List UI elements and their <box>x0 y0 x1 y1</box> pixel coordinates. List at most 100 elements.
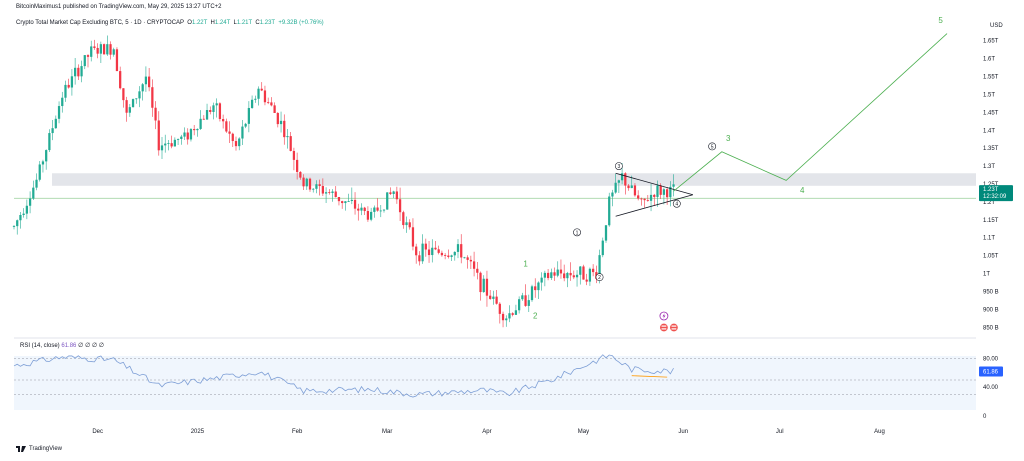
rsi-line <box>13 354 674 398</box>
ohlc-close-value: 1.23T <box>259 20 275 26</box>
candle-body <box>527 300 530 306</box>
candle-body <box>672 184 675 187</box>
candle-body <box>263 90 267 103</box>
candle-body <box>347 201 350 202</box>
ohlc-high-value: 1.24T <box>214 20 231 26</box>
candle-body <box>373 207 376 212</box>
candle-body <box>649 194 653 201</box>
candle-body <box>83 55 86 67</box>
candle-body <box>469 259 472 262</box>
candle-body <box>109 44 112 55</box>
candle-body <box>48 133 51 151</box>
time-axis-label: May <box>578 429 589 435</box>
candle-body <box>315 184 318 189</box>
lightning-glyph <box>662 313 666 319</box>
price-axis-tick: 1.4T <box>983 128 995 134</box>
candle-body <box>627 185 630 189</box>
price-axis-tick: 1T <box>983 272 990 278</box>
candle-body <box>257 88 260 99</box>
candle-body <box>135 98 138 100</box>
candle-body <box>579 266 582 275</box>
price-axis-tick: 1.35T <box>983 146 999 152</box>
candle-body <box>514 310 518 315</box>
candle-body <box>357 208 360 211</box>
rsi-pane-bg <box>14 356 976 410</box>
candle-body <box>501 313 505 321</box>
rsi-legend: RSI (14, close) 61.86 ∅ ∅ ∅ ∅ <box>20 342 104 349</box>
price-axis-tick: 1.2T <box>983 200 995 206</box>
candle-body <box>341 201 344 204</box>
candle-body <box>270 102 273 106</box>
candle-body <box>617 180 620 183</box>
candle-body <box>553 272 556 276</box>
candle-body <box>225 121 228 132</box>
candle-body <box>324 192 328 194</box>
candle-body <box>267 102 270 104</box>
candle-body <box>608 196 611 226</box>
candle-body <box>440 252 444 256</box>
candle-body <box>344 201 347 204</box>
symbol-legend: Crypto Total Market Cap Excluding BTC, 5… <box>16 20 324 26</box>
candle-body <box>183 132 186 137</box>
wave-label-green: 3 <box>726 134 731 143</box>
candle-body <box>218 103 222 119</box>
triangle-upper-line <box>615 172 693 196</box>
candle-body <box>25 205 28 214</box>
candle-body <box>173 139 176 147</box>
candle-body <box>363 207 366 212</box>
candle-body <box>633 185 637 196</box>
candle-body <box>308 178 312 190</box>
wave-label-circle <box>672 199 681 208</box>
flag-event-icon[interactable] <box>659 322 669 332</box>
candle-body <box>476 268 479 273</box>
footer-logo[interactable]: TradingView <box>16 446 62 452</box>
candle-body <box>228 131 231 134</box>
candle-body <box>16 220 19 227</box>
candle-body <box>604 225 608 241</box>
time-axis-label: Aug <box>874 429 885 435</box>
candle-body <box>566 272 569 279</box>
candle-body <box>244 123 247 127</box>
candle-body <box>389 192 392 195</box>
candle-body <box>141 84 144 92</box>
price-axis-tick: 1.6T <box>983 57 995 63</box>
candle-body <box>283 120 286 138</box>
wave-label-circled: 2 <box>598 275 601 281</box>
candle-body <box>128 107 131 113</box>
rsi-current-value: 61.86 <box>983 369 999 375</box>
candle-body <box>54 118 57 129</box>
candle-body <box>662 189 666 195</box>
candle-body <box>254 98 257 100</box>
candle-body <box>279 120 283 125</box>
candle-body <box>35 179 38 188</box>
tradingview-logo-icon <box>16 446 26 452</box>
wave-label-circled: 3 <box>617 164 620 170</box>
candle-body <box>508 313 511 319</box>
candle-body <box>524 295 527 306</box>
triangle-lower-line <box>615 194 693 217</box>
flag-stripe <box>661 325 667 327</box>
candle-body <box>292 150 296 160</box>
flag-stripe <box>661 328 667 330</box>
candle-body <box>144 76 148 85</box>
candle-body <box>360 207 363 211</box>
last-price-value: 1.23T <box>983 187 999 193</box>
candle-body <box>151 87 154 108</box>
wave-label-green: 5 <box>938 16 943 25</box>
candle-body <box>614 182 617 193</box>
candle-body <box>64 84 67 98</box>
candle-body <box>45 150 48 162</box>
rsi-na-marks: ∅ ∅ ∅ ∅ <box>78 343 104 349</box>
candle-body <box>630 185 633 189</box>
candle-body <box>411 227 415 247</box>
candle-body <box>415 246 418 256</box>
candle-body <box>421 243 424 262</box>
candle-body <box>643 198 646 201</box>
flag-event-icon[interactable] <box>669 322 679 332</box>
elliott-projection-line <box>673 33 948 192</box>
candle-body <box>157 120 160 151</box>
candle-body <box>398 199 402 213</box>
ohlc-change: +9.32B (+0.76%) <box>278 20 324 26</box>
candle-body <box>193 129 196 131</box>
